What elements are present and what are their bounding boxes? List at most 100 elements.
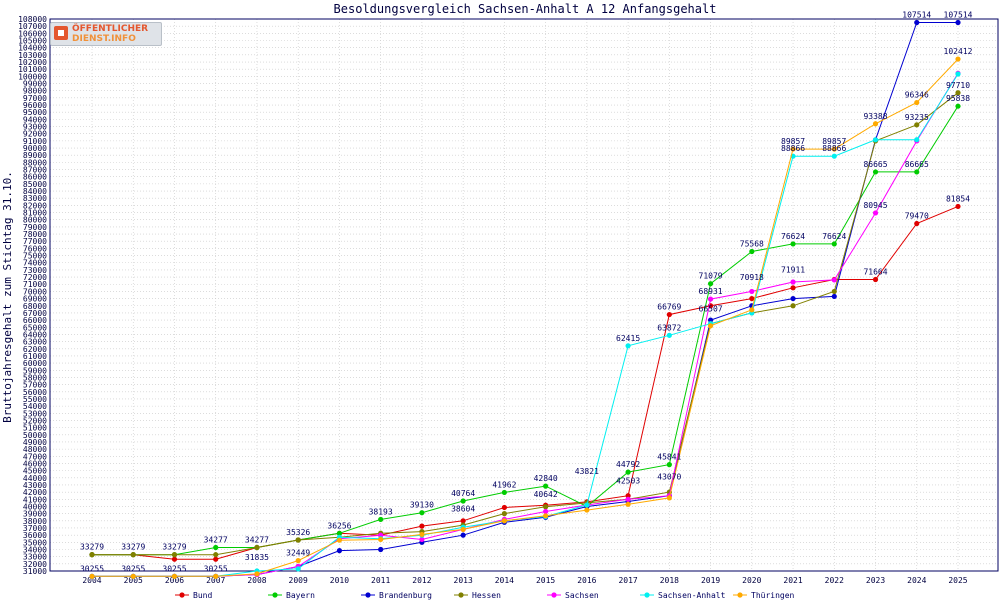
- data-label: 81854: [946, 194, 970, 203]
- data-point-bayern: [336, 530, 343, 536]
- legend-swatch-bayern: [272, 592, 278, 598]
- data-point-hessen: [89, 552, 95, 558]
- data-point-th-ringen: [336, 537, 343, 543]
- y-tick-label: 100000: [18, 72, 47, 81]
- y-tick-label: 75000: [23, 252, 47, 261]
- x-tick-label: 2021: [783, 576, 802, 585]
- y-tick-label: 67000: [23, 309, 47, 318]
- chart-title: Besoldungsvergleich Sachsen-Anhalt A 12 …: [334, 2, 717, 16]
- y-tick-label: 74000: [23, 259, 47, 268]
- y-tick-label: 62000: [23, 345, 47, 354]
- data-point-sachsen-anhalt: [955, 71, 961, 77]
- y-axis-label: Bruttojahresgehalt zum Stichtag 31.10.: [1, 171, 14, 423]
- data-label: 40642: [534, 490, 558, 499]
- y-tick-label: 97000: [23, 94, 47, 103]
- data-label: 38193: [369, 507, 393, 516]
- data-point-th-ringen: [914, 99, 920, 106]
- x-tick-label: 2020: [742, 576, 761, 585]
- x-tick-label: 2023: [866, 576, 885, 585]
- y-tick-label: 33000: [23, 553, 47, 562]
- data-point-bayern: [378, 516, 384, 523]
- data-label: 68931: [699, 287, 723, 296]
- grid: [50, 19, 998, 571]
- y-tick-label: 104000: [18, 44, 47, 53]
- data-point-th-ringen: [666, 495, 672, 501]
- y-tick-label: 60000: [23, 359, 47, 368]
- data-label: 34277: [204, 536, 228, 545]
- legend-swatch-th-ringen: [737, 592, 743, 598]
- data-point-bayern: [625, 469, 631, 475]
- x-tick-label: 2017: [618, 576, 637, 585]
- data-point-th-ringen: [543, 513, 549, 519]
- data-label: 71911: [781, 266, 805, 275]
- data-point-bund: [790, 285, 796, 291]
- y-tick-label: 61000: [23, 352, 47, 361]
- y-tick-label: 93000: [23, 123, 47, 132]
- x-tick-label: 2012: [412, 576, 431, 585]
- series-line-th-ringen: [92, 58, 959, 577]
- y-tick-label: 32000: [23, 560, 47, 569]
- data-point-th-ringen: [378, 536, 384, 543]
- logo-text-line2: DIENST.INFO: [72, 34, 136, 44]
- data-point-bund: [749, 295, 755, 302]
- data-label: 34277: [245, 536, 269, 545]
- data-point-sachsen: [872, 210, 879, 216]
- x-tick-label: 2013: [454, 576, 473, 585]
- data-point-th-ringen: [831, 146, 837, 152]
- data-point-bayern: [872, 169, 879, 175]
- data-point-sachsen-anhalt: [295, 566, 301, 572]
- data-point-sachsen: [790, 279, 796, 285]
- y-tick-label: 68000: [23, 302, 47, 311]
- data-point-bund: [171, 556, 178, 562]
- data-point-bund: [419, 523, 425, 529]
- data-label: 71664: [863, 267, 887, 276]
- y-tick-label: 45000: [23, 467, 47, 476]
- data-point-th-ringen: [130, 573, 136, 579]
- data-point-bund: [625, 493, 631, 499]
- data-label: 66507: [699, 304, 723, 313]
- data-label: 71079: [699, 272, 723, 281]
- data-label: 32449: [286, 549, 310, 558]
- data-label: 38604: [451, 504, 475, 513]
- data-label: 42840: [534, 474, 558, 483]
- x-tick-label: 2009: [289, 576, 308, 585]
- data-point-th-ringen: [254, 571, 260, 577]
- y-tick-label: 87000: [23, 166, 47, 175]
- y-tick-label: 101000: [18, 65, 47, 74]
- data-point-bayern: [749, 248, 755, 255]
- data-point-th-ringen: [213, 573, 219, 579]
- data-label: 95838: [946, 94, 970, 103]
- data-label: 96346: [905, 91, 929, 100]
- data-label: 75568: [740, 239, 764, 248]
- data-label: 76624: [781, 232, 805, 241]
- legend-label-hessen: Hessen: [472, 591, 501, 600]
- y-tick-label: 51000: [23, 424, 47, 433]
- data-label: 44792: [616, 460, 640, 469]
- data-point-brandenburg: [378, 546, 384, 553]
- y-tick-label: 47000: [23, 452, 47, 461]
- y-tick-label: 65000: [23, 323, 47, 332]
- y-tick-label: 50000: [23, 431, 47, 440]
- x-tick-label: 2008: [247, 576, 266, 585]
- y-tick-label: 58000: [23, 373, 47, 382]
- data-point-hessen: [790, 303, 796, 309]
- data-point-bund: [955, 203, 961, 210]
- data-point-th-ringen: [584, 507, 590, 513]
- series-lines: [89, 19, 961, 579]
- data-point-bayern: [501, 489, 507, 496]
- data-point-sachsen: [543, 508, 549, 515]
- y-tick-label: 55000: [23, 395, 47, 404]
- y-tick-label: 90000: [23, 144, 47, 153]
- data-label: 93235: [905, 113, 929, 122]
- y-tick-label: 99000: [23, 80, 47, 89]
- y-tick-label: 72000: [23, 273, 47, 282]
- data-point-sachsen: [707, 296, 714, 302]
- y-tick-label: 52000: [23, 416, 47, 425]
- x-tick-label: 2016: [577, 576, 596, 585]
- x-tick-label: 2019: [701, 576, 720, 585]
- y-tick-label: 71000: [23, 280, 47, 289]
- y-tick-label: 40000: [23, 502, 47, 511]
- data-point-th-ringen: [295, 558, 301, 564]
- y-tick-label: 34000: [23, 545, 47, 554]
- y-tick-label: 85000: [23, 180, 47, 189]
